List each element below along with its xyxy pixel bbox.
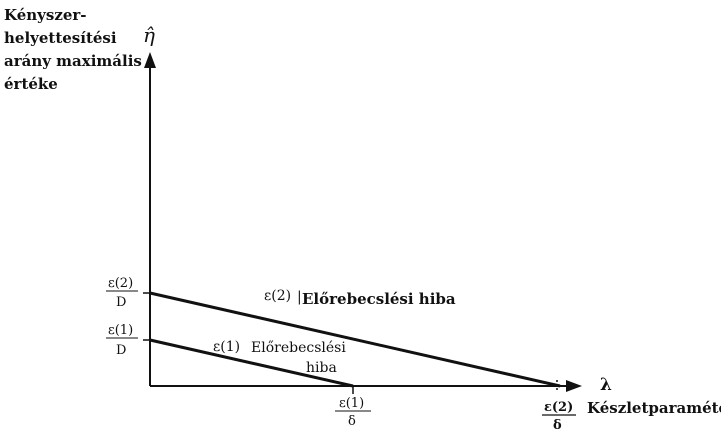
x-axis-symbol: λ	[600, 375, 612, 395]
forecast-error-line-2-separator: |	[297, 289, 302, 305]
y-tick-epsilon2-over-d: ε(2) D	[106, 276, 150, 310]
y-axis-title: Kényszer- helyettesítési arány maximális…	[4, 6, 142, 93]
y-axis-title-line-4: értéke	[4, 75, 58, 93]
y-axis-title-line-3: arány maximális	[4, 52, 142, 70]
x-axis-title: Készletparaméter	[587, 399, 721, 417]
x-axis-arrow	[566, 380, 582, 392]
forecast-error-line-1	[149, 338, 354, 388]
y-tick-epsilon1-over-d: ε(1) D	[106, 323, 150, 358]
forecast-error-line-1-label-1: Előrebecslési	[251, 340, 346, 356]
x-tick-1-denominator: δ	[348, 414, 356, 429]
x-tick-epsilon1-over-delta: ε(1) δ	[335, 386, 371, 429]
y-tick-2-numerator: ε(2)	[108, 276, 133, 291]
forecast-error-line-1-label-2: hiba	[306, 360, 337, 376]
y-tick-2-denominator: D	[116, 295, 126, 310]
forecast-error-line-2	[149, 291, 561, 388]
y-tick-1-denominator: D	[116, 343, 126, 358]
forecast-error-line-2-symbol: ε(2)	[264, 288, 291, 304]
forecast-error-line-2-label: Előrebecslési hiba	[302, 290, 456, 308]
x-tick-1-numerator: ε(1)	[339, 396, 364, 411]
y-axis-title-line-2: helyettesítési	[4, 29, 117, 47]
x-tick-2-numerator: ε(2)	[544, 400, 573, 415]
y-axis-title-line-1: Kényszer-	[4, 6, 87, 24]
x-tick-2-denominator: δ	[553, 418, 562, 431]
y-axis-symbol: η̂	[143, 23, 155, 47]
y-tick-1-numerator: ε(1)	[108, 323, 133, 338]
forecast-error-line-1-symbol: ε(1)	[213, 339, 240, 355]
y-axis-arrow	[144, 52, 156, 68]
